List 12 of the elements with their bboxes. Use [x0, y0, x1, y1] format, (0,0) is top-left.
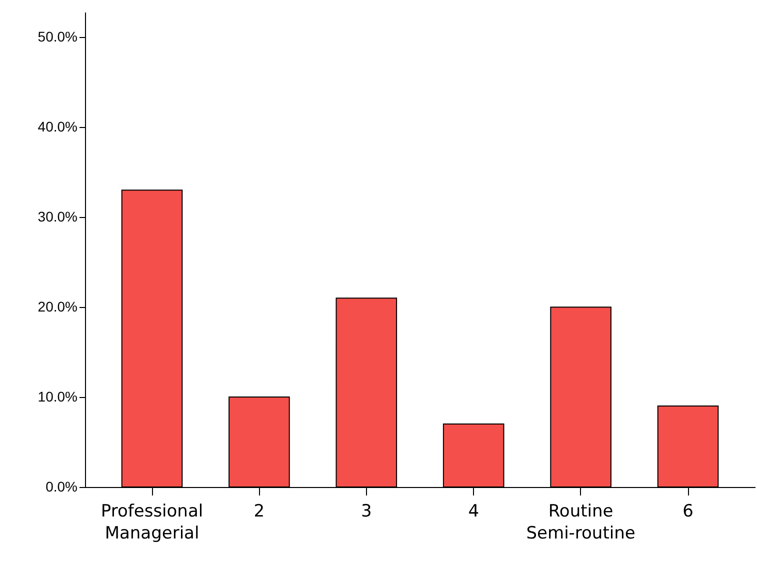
y-tick-label: 20.0%: [38, 298, 78, 315]
y-tick-label: 30.0%: [38, 208, 78, 225]
x-tick-label: Routine Semi-routine: [526, 502, 636, 544]
y-tick-label: 10.0%: [38, 388, 78, 405]
x-tick-label: Professional Managerial: [100, 502, 204, 544]
x-tick-label: 6: [682, 502, 694, 522]
x-tick-label: 3: [360, 502, 372, 522]
x-tick-label: 2: [254, 502, 265, 522]
x-tick-label: 4: [468, 502, 480, 522]
y-tick-label: 40.0%: [38, 118, 78, 135]
y-tick-label: 0.0%: [46, 478, 78, 494]
y-tick-label: 50.0%: [38, 28, 78, 45]
